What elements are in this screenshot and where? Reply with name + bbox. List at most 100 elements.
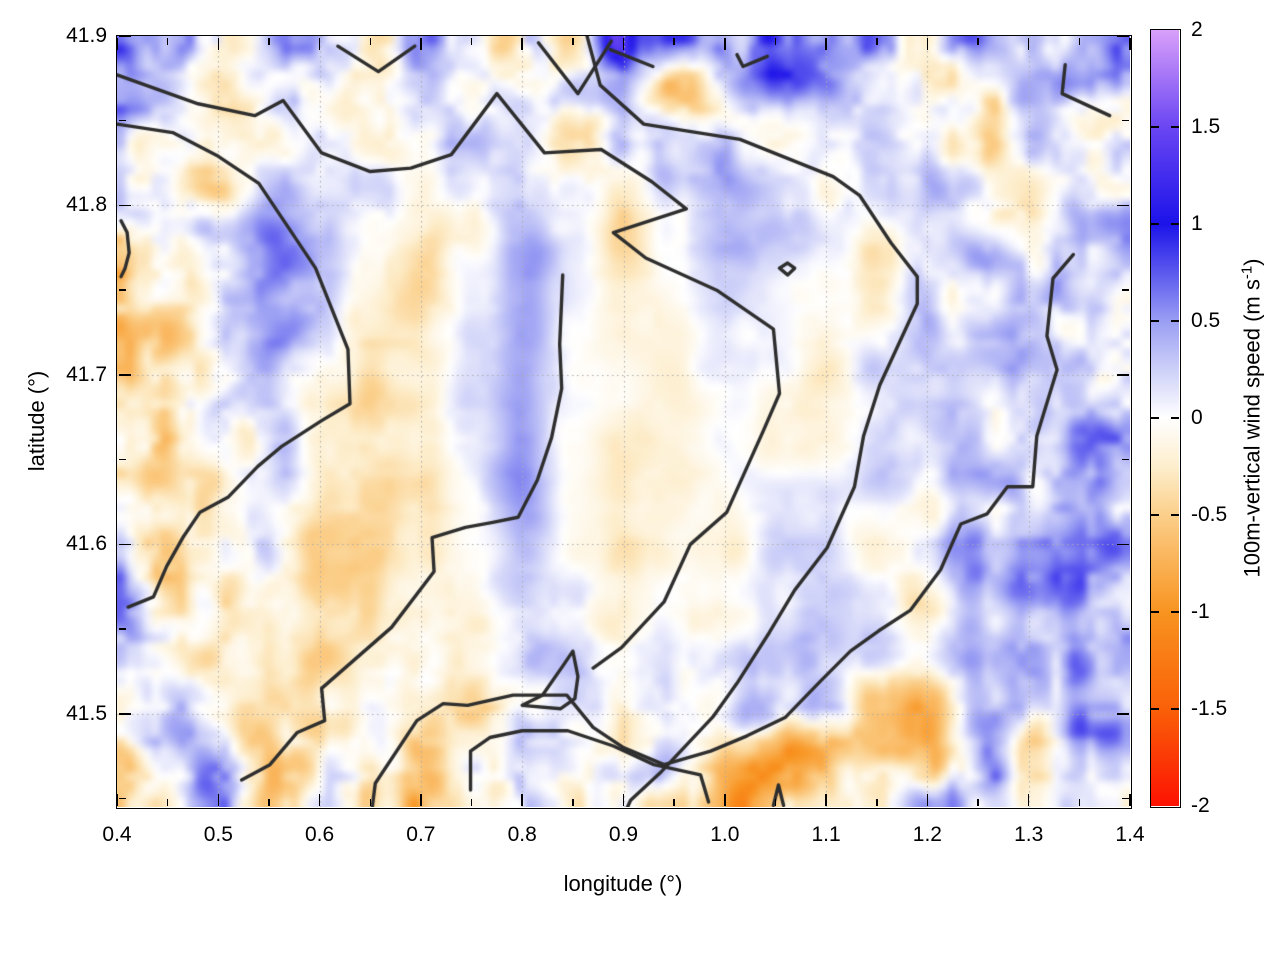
- x-tick: [116, 793, 118, 806]
- x-tick: [369, 37, 371, 45]
- x-tick-label: 0.4: [102, 823, 132, 846]
- x-tick-label: 1.4: [1115, 823, 1145, 846]
- colorbar-tick-label: 0.5: [1191, 309, 1221, 332]
- colorbar-label-sup: -1: [1238, 265, 1256, 280]
- colorbar-tick-label: -2: [1191, 794, 1210, 817]
- x-tick: [876, 37, 878, 45]
- x-tick: [724, 793, 726, 806]
- x-tick: [318, 793, 321, 806]
- x-tick-label: 1.1: [811, 823, 841, 846]
- y-tick: [118, 458, 126, 461]
- x-tick: [420, 37, 422, 50]
- colorbar-label-post: ): [1239, 258, 1265, 266]
- y-tick-label: 41.7: [66, 362, 107, 386]
- y-tick: [118, 713, 131, 715]
- colorbar-tick: [1151, 417, 1159, 419]
- x-tick: [622, 793, 625, 806]
- y-tick-label: 41.5: [66, 701, 107, 725]
- x-tick: [470, 798, 473, 806]
- x-tick: [876, 798, 878, 806]
- x-tick: [116, 37, 118, 50]
- x-tick-label: 0.5: [203, 823, 233, 846]
- x-tick: [774, 37, 777, 45]
- x-tick: [521, 793, 523, 806]
- y-tick: [1116, 204, 1129, 207]
- x-tick-label: 1.0: [710, 823, 740, 846]
- y-tick: [1121, 458, 1129, 461]
- y-tick: [1121, 289, 1129, 291]
- x-tick: [977, 798, 979, 806]
- x-tick: [572, 798, 574, 806]
- x-tick-label: 1.2: [912, 823, 942, 846]
- colorbar-tick-label: 2: [1191, 18, 1203, 41]
- x-tick: [1027, 793, 1030, 806]
- x-tick: [825, 37, 827, 50]
- x-tick: [1027, 37, 1030, 50]
- x-tick: [420, 793, 422, 806]
- y-tick-label: 41.6: [66, 532, 107, 556]
- x-tick-label: 0.7: [406, 823, 436, 846]
- colorbar-tick-label: -1.5: [1191, 697, 1228, 720]
- y-tick: [118, 204, 131, 207]
- colorbar-tick: [1151, 126, 1159, 128]
- x-tick: [1129, 37, 1131, 50]
- y-tick: [1116, 35, 1129, 37]
- x-tick: [825, 793, 827, 806]
- colorbar-tick: [1171, 126, 1179, 128]
- x-tick: [1078, 798, 1081, 806]
- colorbar-tick: [1171, 320, 1179, 322]
- colorbar-tick-label: 1.5: [1191, 115, 1221, 138]
- colorbar-tick-label: 0: [1191, 406, 1203, 429]
- colorbar-tick-label: -0.5: [1191, 503, 1228, 526]
- colorbar-tick: [1151, 320, 1159, 322]
- colorbar-tick: [1151, 223, 1159, 225]
- x-tick-label: 0.9: [608, 823, 639, 846]
- colorbar-tick: [1171, 708, 1179, 710]
- colorbar-tick: [1171, 514, 1179, 516]
- colorbar-tick: [1171, 417, 1179, 419]
- x-tick: [673, 37, 675, 45]
- x-tick: [622, 37, 625, 50]
- x-tick: [369, 798, 371, 806]
- y-tick: [1116, 374, 1129, 376]
- heatmap-canvas: [117, 36, 1130, 807]
- y-tick: [1121, 628, 1129, 630]
- colorbar-tick-label: -1: [1191, 600, 1210, 623]
- x-tick: [1129, 793, 1131, 806]
- y-tick: [118, 289, 126, 291]
- y-tick-label: 41.9: [66, 24, 107, 47]
- colorbar-tick: [1151, 708, 1159, 710]
- y-tick: [1116, 543, 1129, 546]
- y-tick: [1121, 797, 1129, 800]
- x-axis-label-text: longitude (°): [563, 871, 683, 896]
- y-tick: [1116, 713, 1129, 715]
- x-tick: [673, 798, 675, 806]
- y-tick: [118, 797, 126, 800]
- colorbar-tick: [1171, 611, 1179, 613]
- x-tick: [318, 37, 321, 50]
- y-tick: [118, 374, 131, 376]
- colorbar-tick: [1171, 223, 1179, 225]
- x-tick: [724, 37, 726, 50]
- x-tick: [926, 793, 929, 806]
- colorbar-tick-label: 1: [1191, 212, 1203, 235]
- x-axis-label: longitude (°): [564, 871, 683, 897]
- x-tick: [217, 793, 220, 806]
- colorbar-tick: [1151, 514, 1159, 516]
- x-tick: [521, 37, 523, 50]
- x-tick: [166, 798, 169, 806]
- x-tick: [268, 798, 270, 806]
- x-tick-label: 1.3: [1014, 823, 1044, 846]
- x-tick: [926, 37, 929, 50]
- x-tick-label: 0.8: [507, 823, 537, 846]
- y-tick: [118, 543, 131, 546]
- x-tick: [166, 37, 169, 45]
- y-tick: [1121, 119, 1129, 122]
- x-tick: [470, 37, 473, 45]
- x-tick: [268, 37, 270, 45]
- x-tick: [774, 798, 777, 806]
- x-tick: [1078, 37, 1081, 45]
- y-tick: [118, 35, 131, 37]
- x-tick: [217, 37, 220, 50]
